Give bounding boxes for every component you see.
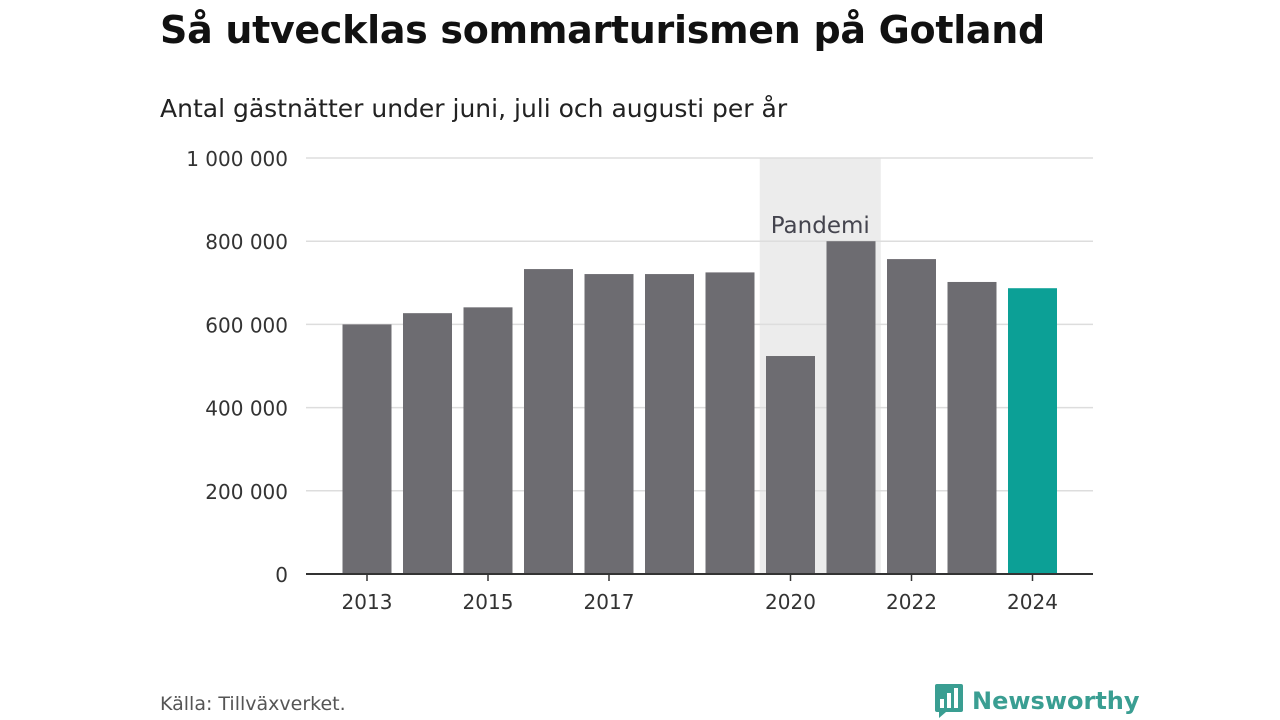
bar-highlight bbox=[1008, 288, 1057, 574]
x-tick-label: 2015 bbox=[463, 590, 514, 614]
source-note: Källa: Tillväxverket. bbox=[160, 693, 346, 715]
bar bbox=[887, 259, 936, 574]
y-tick-label: 1 000 000 bbox=[186, 147, 288, 171]
bar bbox=[463, 307, 513, 574]
bars bbox=[342, 241, 1057, 574]
brand-name: Newsworthy bbox=[972, 687, 1140, 715]
bar bbox=[403, 313, 452, 574]
bar bbox=[524, 269, 573, 574]
chart-title: Så utvecklas sommarturismen på Gotland bbox=[160, 8, 1045, 52]
y-tick-label: 200 000 bbox=[205, 480, 288, 504]
x-tick-label: 2024 bbox=[1007, 590, 1058, 614]
y-tick-label: 800 000 bbox=[205, 230, 288, 254]
brand-logo: Newsworthy bbox=[934, 683, 1140, 719]
bar bbox=[705, 272, 755, 574]
bar bbox=[584, 274, 634, 574]
pandemic-label: Pandemi bbox=[771, 213, 870, 239]
chart-subtitle: Antal gästnätter under juni, juli och au… bbox=[160, 94, 788, 123]
bar bbox=[342, 324, 392, 574]
annotations: Pandemi bbox=[771, 213, 870, 239]
bar-chart: 0 200 000 400 000 600 000 800 000 1 000 000 2… bbox=[186, 147, 1093, 614]
x-tick-label: 2013 bbox=[342, 590, 393, 614]
bar bbox=[947, 281, 997, 574]
x-tick-label: 2017 bbox=[584, 590, 635, 614]
x-axis-ticks: 2013 2015 2017 2020 2022 2024 bbox=[306, 573, 1093, 614]
y-tick-label: 0 bbox=[275, 563, 288, 587]
y-axis-ticks: 0 200 000 400 000 600 000 800 000 1 000 000 bbox=[186, 147, 288, 587]
newsworthy-logo-icon bbox=[935, 684, 963, 718]
bar bbox=[826, 241, 876, 574]
bar bbox=[645, 274, 694, 574]
bar bbox=[766, 356, 815, 574]
x-tick-label: 2020 bbox=[765, 590, 816, 614]
y-tick-label: 400 000 bbox=[205, 397, 288, 421]
y-tick-label: 600 000 bbox=[205, 313, 288, 337]
x-tick-label: 2022 bbox=[886, 590, 937, 614]
